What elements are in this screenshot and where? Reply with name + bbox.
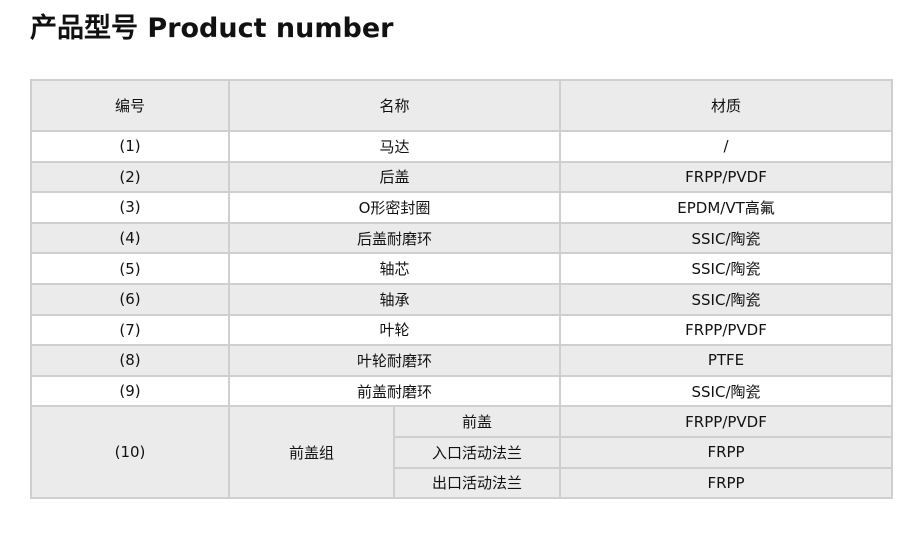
cell-number: (2) bbox=[30, 160, 230, 194]
page-title: 产品型号 Product number bbox=[30, 13, 394, 44]
cell-name: 叶轮 bbox=[227, 313, 562, 347]
cell-group-name: 前盖组 bbox=[228, 405, 395, 500]
cell-part-name: 入口活动法兰 bbox=[392, 435, 562, 469]
cell-name: 后盖 bbox=[227, 160, 562, 194]
table-header-row: 编号 名称 材质 bbox=[30, 79, 894, 132]
cell-number: (6) bbox=[30, 282, 230, 316]
table-row: (8) 叶轮耐磨环 PTFE bbox=[30, 344, 894, 377]
table-row: (2) 后盖 FRPP/PVDF bbox=[30, 160, 894, 194]
cell-name: 后盖耐磨环 bbox=[227, 221, 562, 255]
header-material: 材质 bbox=[559, 79, 894, 132]
cell-group-number: (10) bbox=[30, 405, 230, 500]
cell-number: (1) bbox=[30, 130, 230, 163]
table-row: (9) 前盖耐磨环 SSIC/陶瓷 bbox=[30, 374, 894, 408]
cell-material: FRPP/PVDF bbox=[559, 160, 894, 194]
table-row: (7) 叶轮 FRPP/PVDF bbox=[30, 313, 894, 347]
cell-name: 叶轮耐磨环 bbox=[227, 344, 562, 377]
cell-material: / bbox=[559, 130, 894, 163]
cell-name: 轴芯 bbox=[227, 252, 562, 285]
cell-number: (8) bbox=[30, 344, 230, 377]
table-row: (6) 轴承 SSIC/陶瓷 bbox=[30, 282, 894, 316]
cell-material: SSIC/陶瓷 bbox=[559, 252, 894, 285]
table-row-group: 入口活动法兰 FRPP bbox=[31, 435, 894, 469]
table-row: (5) 轴芯 SSIC/陶瓷 bbox=[30, 252, 894, 285]
cell-part-name: 前盖 bbox=[392, 405, 562, 438]
cell-number: (5) bbox=[30, 252, 230, 285]
cell-material: PTFE bbox=[559, 344, 894, 377]
cell-name: 前盖耐磨环 bbox=[227, 374, 562, 408]
cell-number: (9) bbox=[30, 374, 230, 408]
cell-material: SSIC/陶瓷 bbox=[559, 221, 894, 255]
cell-number: (4) bbox=[30, 221, 230, 255]
product-table: 编号 名称 材质 (1) 马达 / (2) 后盖 FRPP/PVDF (3) O形密封圈 EPD… bbox=[30, 79, 894, 500]
cell-part-material: FRPP/PVDF bbox=[559, 405, 894, 438]
table-row: (3) O形密封圈 EPDM/VT高氟 bbox=[30, 191, 894, 224]
cell-name: O形密封圈 bbox=[227, 191, 562, 224]
cell-part-material: FRPP bbox=[559, 466, 894, 500]
table-row: (4) 后盖耐磨环 SSIC/陶瓷 bbox=[30, 221, 894, 255]
cell-name: 轴承 bbox=[227, 282, 562, 316]
cell-material: FRPP/PVDF bbox=[559, 313, 894, 347]
table-row-group: 出口活动法兰 FRPP bbox=[31, 466, 894, 500]
header-name: 名称 bbox=[227, 79, 562, 132]
cell-number: (3) bbox=[30, 191, 230, 224]
header-number: 编号 bbox=[30, 79, 230, 132]
table-row-group: (10) 前盖组 前盖 FRPP/PVDF bbox=[30, 405, 894, 500]
table-row: (1) 马达 / bbox=[30, 130, 894, 163]
cell-name: 马达 bbox=[227, 130, 562, 163]
cell-material: EPDM/VT高氟 bbox=[559, 191, 894, 224]
cell-part-name: 出口活动法兰 bbox=[392, 466, 562, 500]
cell-material: SSIC/陶瓷 bbox=[559, 282, 894, 316]
cell-part-material: FRPP bbox=[559, 435, 894, 469]
cell-material: SSIC/陶瓷 bbox=[559, 374, 894, 408]
cell-number: (7) bbox=[30, 313, 230, 347]
